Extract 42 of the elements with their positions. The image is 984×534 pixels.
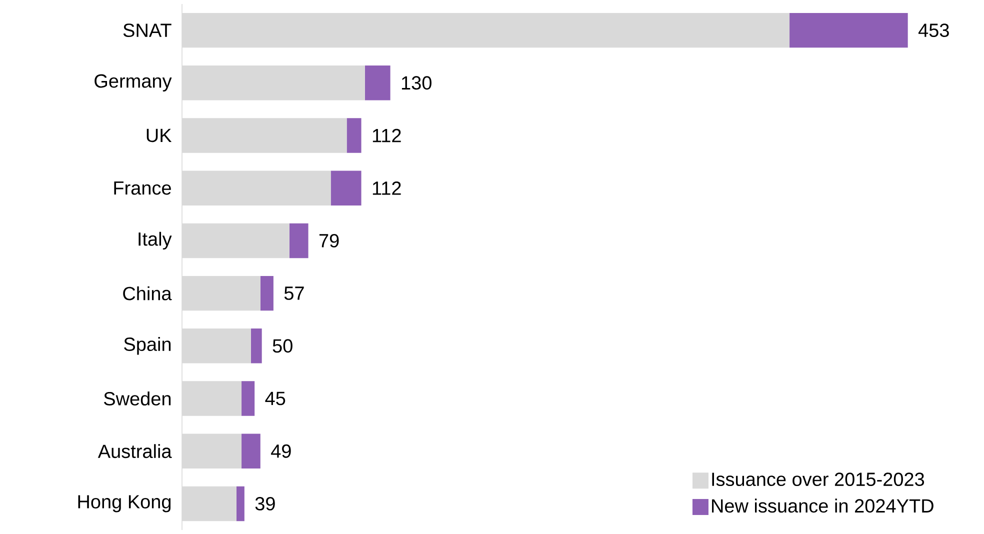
- bar: [182, 12, 790, 48]
- bar: [182, 170, 331, 206]
- bar: [346, 118, 362, 153]
- y-tick-label: UK: [146, 128, 172, 142]
- y-tick-label: Spain: [124, 337, 171, 355]
- annotation: 79: [319, 234, 339, 248]
- bar: [289, 223, 308, 258]
- y-tick-label: France: [114, 181, 171, 195]
- legend-label: New issuance in 2024YTD: [712, 498, 934, 513]
- annotation: 49: [271, 444, 291, 458]
- bar: [330, 170, 362, 206]
- bar: [250, 328, 262, 364]
- bar: [182, 223, 290, 258]
- bar: [242, 381, 255, 416]
- y-tick-label: Germany: [94, 74, 172, 92]
- bar: [790, 12, 908, 48]
- y-tick-label: Australia: [98, 444, 172, 458]
- legend-label: Issuance over 2015-2023: [712, 472, 924, 486]
- annotation: 130: [402, 76, 432, 90]
- y-tick-label: Sweden: [104, 392, 171, 406]
- y-tick-label: Italy: [138, 232, 172, 250]
- bar: [182, 486, 236, 522]
- annotation: 45: [265, 392, 286, 406]
- annotation: 112: [372, 181, 401, 195]
- bar: [182, 66, 365, 100]
- bar: [364, 66, 390, 100]
- bar: [182, 381, 242, 416]
- y-tick-label: Hong Kong: [78, 495, 171, 512]
- bar: [260, 276, 274, 311]
- bar: [182, 434, 242, 468]
- annotation: 453: [918, 24, 949, 38]
- annotation: 39: [255, 496, 275, 510]
- bar: [182, 118, 347, 153]
- bar: [182, 328, 251, 364]
- y-tick-label: China: [123, 286, 172, 300]
- annotation: 112: [372, 128, 401, 142]
- bar: [236, 486, 244, 522]
- bar: [182, 276, 260, 311]
- annotation: 50: [272, 339, 292, 353]
- bar: [242, 434, 260, 468]
- annotation: 57: [284, 286, 304, 300]
- y-tick-label: SNAT: [123, 24, 172, 38]
